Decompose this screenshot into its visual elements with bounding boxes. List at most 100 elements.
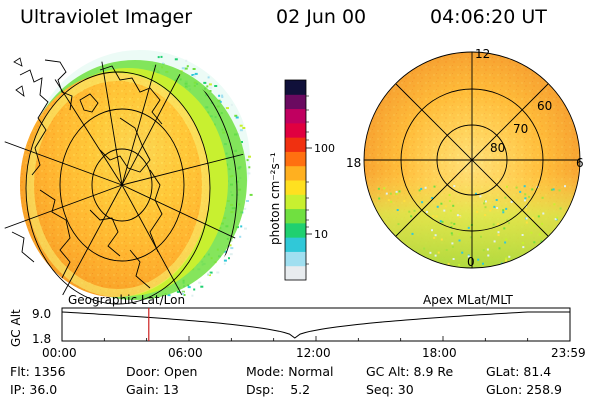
image-speckle [193, 75, 197, 78]
image-speckle [440, 202, 443, 205]
altitude-xtick-0000: 00:00 [42, 346, 77, 360]
image-speckle [434, 234, 437, 237]
image-speckle [246, 200, 249, 202]
image-speckle [450, 221, 453, 224]
image-speckle [440, 238, 443, 241]
image-speckle [209, 271, 213, 274]
image-speckle [395, 190, 398, 193]
image-speckle [554, 265, 557, 268]
info-dsp: Dsp: 5.2 [246, 382, 311, 397]
image-speckle [542, 212, 545, 215]
image-speckle [389, 250, 392, 253]
image-speckle [538, 233, 541, 236]
image-speckle [524, 197, 527, 200]
image-speckle [489, 209, 492, 212]
image-speckle [216, 271, 220, 274]
image-speckle [385, 247, 388, 250]
image-speckle [578, 259, 580, 262]
image-speckle [533, 224, 536, 227]
image-speckle [482, 262, 484, 265]
image-speckle [503, 227, 506, 230]
image-speckle [535, 252, 538, 255]
image-speckle [377, 187, 380, 190]
image-speckle [395, 192, 398, 195]
altitude-xtick-0600: 06:00 [168, 346, 203, 360]
image-speckle [246, 159, 249, 162]
image-speckle [217, 99, 221, 102]
image-speckle [377, 266, 380, 268]
image-speckle [375, 225, 378, 228]
image-speckle [429, 251, 432, 254]
image-speckle [436, 205, 439, 208]
image-speckle [505, 185, 508, 188]
image-speckle [228, 257, 230, 260]
image-speckle [458, 264, 461, 266]
image-speckle [411, 258, 414, 261]
colorbar-band [285, 122, 306, 138]
image-speckle [556, 254, 559, 257]
image-speckle [449, 209, 452, 212]
image-speckle [206, 85, 209, 88]
right-image [363, 51, 581, 272]
image-speckle [203, 81, 207, 84]
image-speckle [577, 249, 580, 252]
mlat-label-60: 60 [537, 99, 552, 113]
image-speckle [529, 268, 531, 270]
image-speckle [533, 241, 536, 244]
image-speckle [564, 185, 566, 188]
image-speckle [208, 83, 212, 86]
image-speckle [523, 199, 526, 202]
image-speckle [191, 74, 195, 76]
mlt-label-18: 18 [346, 156, 361, 170]
image-speckle [497, 223, 500, 226]
image-speckle [453, 222, 456, 225]
image-speckle [398, 246, 401, 249]
image-speckle [557, 250, 560, 253]
image-speckle [534, 265, 537, 268]
image-speckle [243, 207, 247, 210]
image-speckle [458, 215, 461, 218]
image-speckle [365, 189, 368, 192]
image-speckle [365, 211, 367, 214]
image-speckle [516, 262, 519, 265]
info-glat: GLat: 81.4 [486, 364, 552, 379]
image-speckle [409, 265, 412, 268]
image-speckle [395, 244, 398, 247]
image-speckle [570, 242, 573, 245]
image-speckle [221, 94, 224, 97]
image-speckle [541, 196, 544, 199]
image-speckle [523, 258, 525, 261]
image-speckle [422, 261, 425, 264]
image-speckle [431, 229, 433, 232]
image-speckle [439, 220, 442, 223]
image-speckle [176, 290, 180, 293]
image-speckle [230, 103, 233, 106]
image-speckle [247, 172, 251, 175]
image-speckle [408, 210, 411, 213]
image-speckle [226, 107, 229, 110]
image-speckle [504, 241, 507, 244]
image-speckle [413, 209, 416, 212]
image-speckle [522, 242, 525, 244]
image-speckle [229, 253, 233, 256]
image-speckle [239, 124, 243, 127]
image-speckle [486, 248, 489, 251]
image-speckle [559, 207, 562, 210]
image-speckle [374, 229, 377, 232]
image-speckle [502, 209, 505, 212]
image-speckle [372, 255, 375, 258]
image-speckle [402, 267, 405, 268]
info-door: Door: Open [126, 364, 198, 379]
image-speckle [239, 235, 242, 238]
image-speckle [421, 201, 424, 204]
image-speckle [480, 270, 482, 272]
image-speckle [383, 247, 386, 250]
image-speckle [532, 267, 535, 268]
instrument-title: Ultraviolet Imager [20, 6, 193, 28]
image-speckle [209, 86, 213, 89]
image-speckle [505, 207, 508, 210]
image-speckle [482, 249, 485, 252]
image-speckle [541, 222, 544, 225]
image-speckle [383, 246, 386, 249]
image-speckle [558, 189, 561, 192]
